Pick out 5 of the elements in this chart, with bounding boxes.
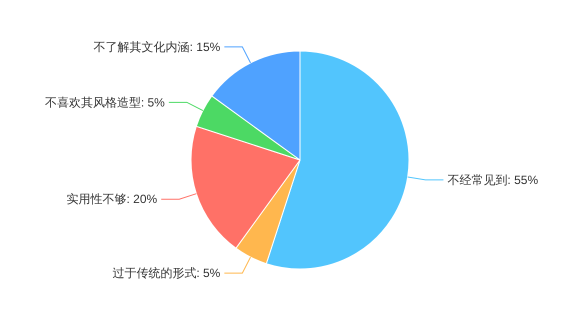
slice-label: 不喜欢其风格造型: 5% [44, 95, 166, 110]
slice-label: 过于传统的形式: 5% [112, 266, 221, 280]
slice-label: 不了解其文化内涵: 15% [94, 40, 221, 54]
slice-label: 不经常见到: 55% [447, 172, 538, 187]
slice-label: 实用性不够: 20% [66, 192, 158, 206]
